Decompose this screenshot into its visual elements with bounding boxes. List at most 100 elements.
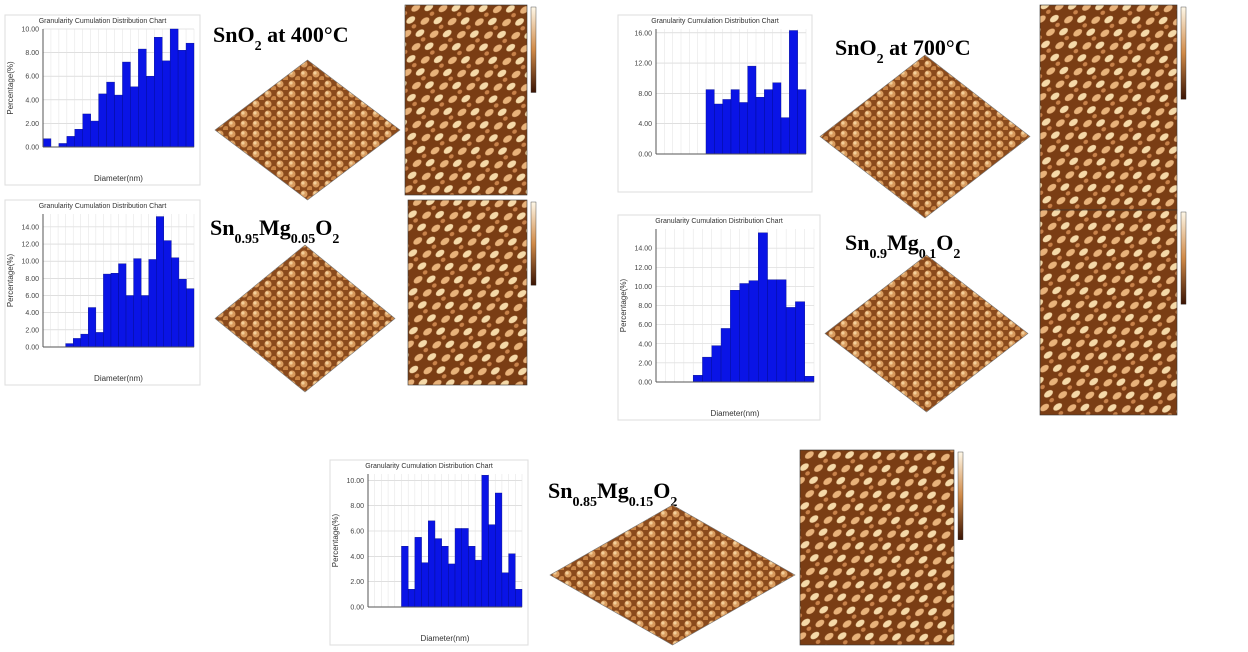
label-part: O <box>315 215 332 240</box>
label-part: 2 <box>953 247 960 262</box>
x-axis-label: Diameter(nm) <box>421 634 470 643</box>
bar <box>422 563 429 607</box>
bar <box>415 537 422 607</box>
chart-title: Granularity Cumulation Distribution Char… <box>39 18 167 25</box>
bar <box>59 143 67 147</box>
label-part: 2 <box>332 232 339 247</box>
bar <box>96 332 104 347</box>
afm-3d-image <box>820 55 1030 218</box>
bar <box>66 344 74 347</box>
bar <box>154 37 162 147</box>
y-tick-label: 8.00 <box>25 276 39 283</box>
label-part: 2 <box>255 39 262 54</box>
bar <box>162 61 170 147</box>
bar <box>428 521 435 607</box>
bar <box>186 289 194 347</box>
y-tick-label: 8.00 <box>638 91 652 98</box>
label-part: Sn <box>845 230 869 255</box>
label-part: 0.15 <box>629 495 654 510</box>
y-tick-label: 4.00 <box>25 97 39 104</box>
label-part: Mg <box>259 215 291 240</box>
bar <box>103 274 111 347</box>
y-tick-label: 0.00 <box>350 605 364 612</box>
y-tick-label: 6.00 <box>25 293 39 300</box>
bar <box>462 528 469 607</box>
y-tick-label: 6.00 <box>350 529 364 536</box>
y-tick-label: 14.00 <box>634 246 652 253</box>
bar <box>515 589 522 607</box>
bar <box>482 475 489 607</box>
label-part: 0.85 <box>572 495 597 510</box>
y-axis-label: Percentage(%) <box>6 61 15 115</box>
afm-2d-image <box>1040 210 1177 415</box>
y-tick-label: 10.00 <box>346 478 364 485</box>
sample-label: SnO2 at 400°C <box>213 22 349 54</box>
color-bar <box>531 7 536 93</box>
bar <box>130 87 138 147</box>
bar <box>164 241 172 347</box>
bar <box>178 50 186 147</box>
sample-label: SnO2 at 700°C <box>835 35 971 67</box>
y-tick-label: 10.00 <box>21 27 39 34</box>
bar <box>777 280 786 382</box>
bar <box>789 31 797 154</box>
y-tick-label: 0.00 <box>25 145 39 152</box>
label-part: Sn <box>548 478 572 503</box>
bar <box>786 307 795 382</box>
label-part: 0.95 <box>234 232 259 247</box>
bar <box>179 279 187 347</box>
y-tick-label: 2.00 <box>350 579 364 586</box>
bar <box>495 493 502 607</box>
bar <box>475 560 482 607</box>
sample-label: Sn0.95Mg0.05O2 <box>210 215 339 247</box>
bar <box>756 97 764 154</box>
bar <box>170 29 178 147</box>
afm-2d-image <box>405 5 527 195</box>
label-part: O <box>653 478 670 503</box>
bar <box>805 376 814 382</box>
chart-title: Granularity Cumulation Distribution Char… <box>365 463 493 470</box>
bar <box>730 290 739 382</box>
bar <box>739 102 747 154</box>
bar <box>693 375 702 382</box>
bar <box>171 258 179 347</box>
bar <box>702 357 711 382</box>
y-tick-label: 2.00 <box>25 121 39 128</box>
afm-3d-image <box>215 245 395 392</box>
y-tick-label: 10.00 <box>634 284 652 291</box>
bar <box>141 296 149 347</box>
bar <box>401 546 408 607</box>
bar <box>88 308 96 347</box>
bar <box>43 139 51 147</box>
x-axis-label: Diameter(nm) <box>94 174 143 183</box>
bar <box>126 296 134 347</box>
bar <box>502 573 509 607</box>
chart-title: Granularity Cumulation Distribution Char… <box>655 218 783 225</box>
y-tick-label: 2.00 <box>638 360 652 367</box>
afm-2d-image <box>408 200 527 385</box>
color-bar <box>1181 212 1186 304</box>
bar <box>758 233 767 382</box>
bar <box>186 43 194 147</box>
y-tick-label: 4.00 <box>638 121 652 128</box>
y-axis-label: Percentage(%) <box>331 513 340 567</box>
bar <box>408 589 415 607</box>
figure: Granularity Cumulation Distribution Char… <box>0 0 1248 652</box>
x-axis-label: Diameter(nm) <box>94 374 143 383</box>
label-part: Mg <box>597 478 629 503</box>
y-tick-label: 0.00 <box>638 380 652 387</box>
bar <box>122 62 130 147</box>
bar <box>773 83 781 154</box>
bar <box>721 328 730 382</box>
bar <box>442 546 449 607</box>
sample-label: Sn0.85Mg0.15O2 <box>548 478 677 510</box>
bar <box>509 554 516 607</box>
bar <box>73 338 81 347</box>
afm-3d-image <box>825 255 1028 412</box>
color-bar <box>1181 7 1186 99</box>
y-tick-label: 8.00 <box>638 303 652 310</box>
y-tick-label: 12.00 <box>634 61 652 68</box>
bar <box>134 259 142 347</box>
bar <box>748 66 756 154</box>
bar <box>798 90 806 154</box>
